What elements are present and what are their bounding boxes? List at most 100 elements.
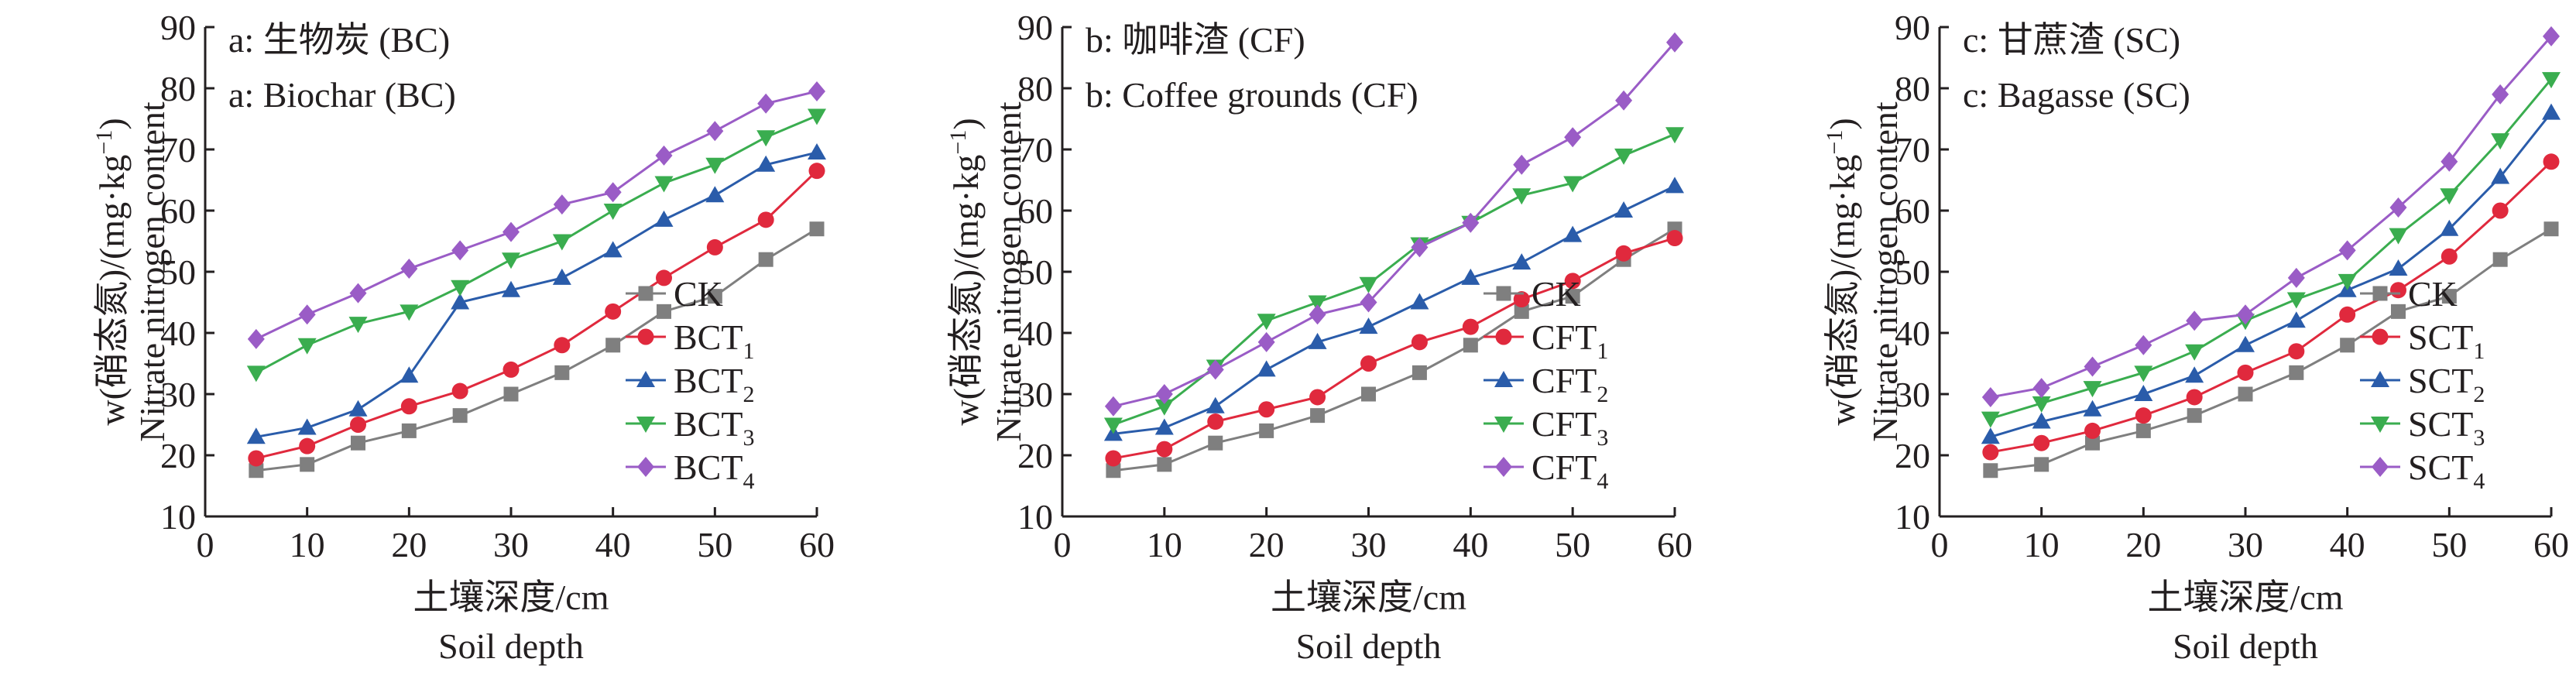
y-axis-title-close: )	[1823, 118, 1862, 129]
data-point	[2287, 267, 2305, 288]
x-tick-label: 0	[1931, 525, 1949, 564]
series-1	[248, 163, 825, 467]
legend-entry: CFT3	[1532, 404, 1608, 451]
data-point	[656, 269, 672, 286]
data-point	[246, 427, 266, 444]
data-point	[1208, 435, 1223, 451]
data-point	[246, 365, 266, 382]
data-point	[1665, 177, 1684, 194]
data-point	[1361, 386, 1376, 402]
y-tick-label: 50	[1017, 252, 1053, 292]
x-tick-label: 30	[493, 525, 529, 564]
legend-subscript: 1	[2473, 338, 2485, 364]
y-tick-label: 50	[1895, 252, 1930, 292]
x-tick-label: 20	[2125, 525, 2161, 564]
legend-entry: SCT1	[2408, 317, 2485, 364]
legend-name: BCT	[674, 317, 743, 357]
data-point	[502, 280, 520, 297]
data-point	[1461, 268, 1480, 285]
legend-subscript: 4	[743, 468, 754, 494]
x-tick-label: 20	[391, 525, 427, 564]
y-tick-label: 80	[160, 69, 196, 108]
data-point	[1563, 225, 1583, 242]
x-axis-title-cn: 土壤深度/cm	[1271, 578, 1466, 617]
y-axis-title-main: w(硝态氮)/(mg·kg	[1823, 155, 1862, 426]
data-point	[2543, 221, 2559, 237]
legend-marker	[638, 286, 653, 301]
data-point	[1666, 32, 1683, 53]
legend-subscript: 4	[2473, 468, 2485, 494]
y-tick-label: 90	[160, 8, 196, 47]
data-point	[2083, 381, 2102, 398]
data-point	[1154, 418, 1174, 435]
legend-subscript: 4	[1597, 468, 1608, 494]
data-point	[1411, 334, 1428, 351]
data-point	[605, 303, 622, 320]
data-point	[1156, 441, 1173, 458]
x-tick-label: 40	[1453, 525, 1488, 564]
legend-subscript: 3	[743, 425, 754, 451]
series-line	[1113, 228, 1676, 472]
x-tick-label: 40	[2330, 525, 2365, 564]
data-point	[758, 252, 773, 267]
y-tick-label: 70	[1895, 130, 1930, 170]
data-point	[2338, 240, 2356, 261]
data-point	[1983, 463, 1998, 478]
data-point	[2135, 423, 2151, 438]
x-tick-label: 60	[1657, 525, 1693, 564]
y-axis-title-close: )	[92, 118, 132, 129]
x-axis-title-cn: 土壤深度/cm	[2148, 578, 2344, 617]
data-point	[1462, 318, 1479, 335]
y-tick-label: 70	[1017, 130, 1053, 170]
panel-label-cn: b: 咖啡渣 (CF)	[1086, 20, 1305, 60]
y-tick-label: 10	[1017, 497, 1053, 537]
legend-entry: BCT1	[674, 317, 754, 364]
data-point	[1564, 127, 1582, 148]
legend-marker	[1494, 371, 1513, 387]
legend-name: BCT	[674, 404, 743, 444]
data-point	[1359, 276, 1378, 293]
data-point	[1665, 127, 1684, 144]
data-point	[1359, 317, 1378, 334]
data-point	[300, 457, 315, 472]
data-point	[1154, 399, 1174, 416]
data-point	[351, 435, 365, 451]
legend-entry: BCT3	[674, 404, 754, 451]
y-axis-title-cn: w(硝态氮)/(mg·kg−1)	[945, 118, 986, 425]
data-point	[2134, 385, 2153, 401]
data-point	[2491, 133, 2510, 150]
data-point	[1615, 245, 1632, 262]
legend-subscript: 1	[743, 338, 754, 364]
data-point	[706, 238, 723, 256]
y-tick-label: 30	[1895, 375, 1930, 414]
legend-subscript: 3	[1597, 425, 1608, 451]
legend-name: SCT	[2408, 404, 2473, 444]
data-point	[554, 337, 571, 354]
legend-name: CFT	[1532, 361, 1597, 400]
data-point	[401, 423, 417, 438]
data-point	[1259, 423, 1274, 438]
data-point	[2389, 197, 2407, 218]
data-point	[2032, 396, 2051, 413]
data-point	[1258, 401, 1275, 418]
legend-subscript: 1	[1597, 338, 1608, 364]
data-point	[2085, 435, 2100, 451]
data-point	[1106, 463, 1121, 478]
x-tick-label: 30	[1351, 525, 1387, 564]
panel-label-en: a: Biochar (BC)	[228, 75, 456, 115]
y-axis-title-en: Nitrate nitrogen content	[1865, 101, 1905, 442]
x-tick-label: 20	[1249, 525, 1285, 564]
y-tick-label: 20	[1895, 436, 1930, 475]
data-point	[1207, 413, 1224, 430]
x-tick-label: 50	[1555, 525, 1590, 564]
legend-marker	[637, 457, 654, 477]
data-point	[2391, 304, 2406, 319]
panel-label-en: c: Bagasse (SC)	[1963, 75, 2190, 115]
data-point	[808, 81, 825, 101]
legend-entry: SCT2	[2408, 361, 2485, 407]
data-point	[2186, 389, 2203, 406]
data-point	[2542, 72, 2561, 89]
data-point	[552, 268, 571, 285]
series-line	[1113, 185, 1676, 435]
data-point	[1563, 176, 1583, 193]
